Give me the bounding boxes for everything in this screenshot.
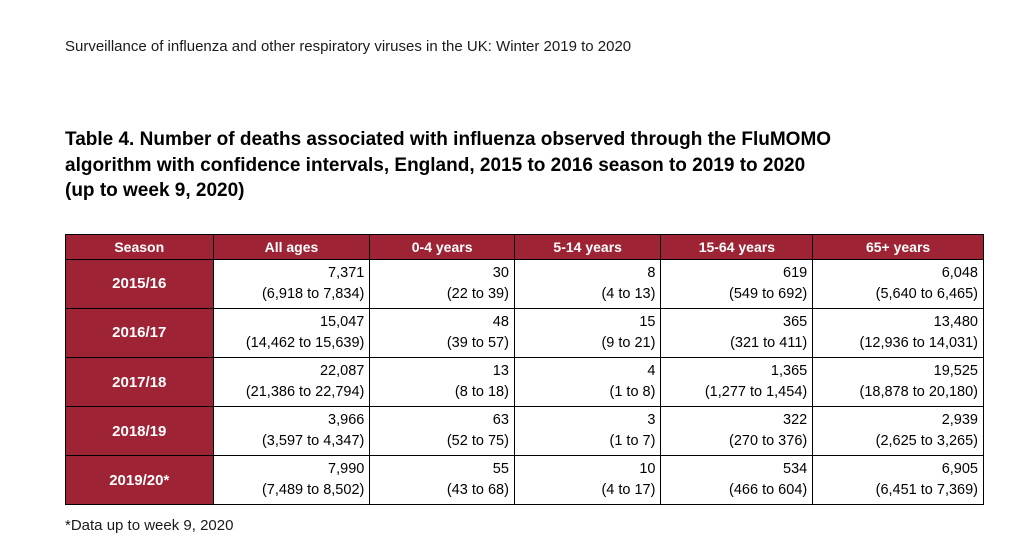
confidence-interval: (2,625 to 3,265) [875,433,978,450]
data-cell: 6,905 (6,451 to 7,369) [812,455,984,506]
confidence-interval: (4 to 17) [601,482,656,499]
death-count-value: 19,525 [933,362,978,379]
confidence-interval: (39 to 57) [446,334,509,351]
data-cell: 2,939 (2,625 to 3,265) [812,406,984,457]
confidence-interval: (21,386 to 22,794) [245,384,365,400]
confidence-interval: (549 to 692) [729,285,808,302]
data-cell: 7,371 (6,918 to 7,834) [212,258,371,309]
column-header-0-4-years: 0-4 years [369,233,515,260]
death-count-value: 3 [647,412,656,429]
data-cell: 4 (1 to 8) [513,356,662,408]
table-row: 2018/19 3,966 (3,597 to 4,347) 63 (52 to 75)… [65,406,984,457]
season-label: 2019/20* [65,455,214,506]
confidence-interval: (1 to 8) [609,384,656,400]
data-cell: 534 (466 to 604) [660,455,814,506]
column-header-all-ages: All ages [212,233,371,260]
confidence-interval: (12,936 to 14,031) [859,334,978,351]
table-header-row: Season All ages 0-4 years 5-14 years 15-64 y… [65,233,984,260]
confidence-interval: (9 to 21) [601,334,656,351]
death-count-value: 8 [647,264,656,281]
data-cell: 30 (22 to 39) [369,258,515,309]
death-count-value: 534 [783,461,808,478]
confidence-interval: (466 to 604) [729,482,808,499]
confidence-interval: (270 to 376) [729,433,808,450]
data-cell: 3 (1 to 7) [513,406,662,457]
data-cell: 13,480 (12,936 to 14,031) [812,307,984,358]
table-row: 2015/16 7,371 (6,918 to 7,834) 30 (22 to 39)… [65,258,984,309]
confidence-interval: (6,451 to 7,369) [875,482,978,499]
confidence-interval: (8 to 18) [454,384,509,400]
table-row: 2016/17 15,047 (14,462 to 15,639) 48 (39 to … [65,307,984,358]
death-count-value: 48 [492,313,509,330]
death-count-value: 10 [639,461,656,478]
confidence-interval: (6,918 to 7,834) [261,285,365,302]
confidence-interval: (1 to 7) [609,433,656,450]
column-header-5-14-years: 5-14 years [513,233,662,260]
death-count-value: 30 [492,264,509,281]
season-label: 2016/17 [65,307,214,358]
data-cell: 1,365 (1,277 to 1,454) [660,356,814,408]
data-cell: 322 (270 to 376) [660,406,814,457]
confidence-interval: (1,277 to 1,454) [704,384,808,400]
data-cell: 7,990 (7,489 to 8,502) [212,455,371,506]
data-cell: 19,525 (18,878 to 20,180) [812,356,984,408]
table-footnote: *Data up to week 9, 2020 [65,517,234,535]
death-count-value: 15,047 [319,313,365,330]
death-count-value: 619 [783,264,808,281]
death-count-value: 365 [783,313,808,330]
confidence-interval: (22 to 39) [446,285,509,302]
confidence-interval: (14,462 to 15,639) [245,334,365,351]
confidence-interval: (3,597 to 4,347) [261,433,365,450]
table-title: Table 4. Number of deaths associated wit… [65,129,832,202]
data-cell: 63 (52 to 75) [369,406,515,457]
death-count-value: 3,966 [328,412,365,429]
data-cell: 22,087 (21,386 to 22,794) [212,356,371,408]
confidence-interval: (7,489 to 8,502) [261,482,365,499]
confidence-interval: (321 to 411) [730,334,808,351]
death-count-value: 63 [492,412,509,429]
season-label: 2017/18 [65,356,214,408]
column-header-15-64-years: 15-64 years [660,233,814,260]
death-count-value: 2,939 [941,412,978,429]
confidence-interval: (4 to 13) [601,285,656,302]
data-cell: 365 (321 to 411) [660,307,814,358]
death-count-value: 13 [492,362,509,379]
death-count-value: 6,905 [941,461,978,478]
column-header-season: Season [65,233,214,260]
death-count-value: 55 [492,461,509,478]
death-count-value: 7,371 [328,264,365,281]
data-cell: 48 (39 to 57) [369,307,515,358]
death-count-value: 22,087 [319,362,365,379]
data-cell: 15 (9 to 21) [513,307,662,358]
data-cell: 619 (549 to 692) [660,258,814,309]
confidence-interval: (18,878 to 20,180) [859,384,978,400]
death-count-value: 15 [639,313,656,330]
data-cell: 3,966 (3,597 to 4,347) [212,406,371,457]
death-count-value: 322 [783,412,808,429]
data-cell: 6,048 (5,640 to 6,465) [812,258,984,309]
death-count-value: 6,048 [941,264,978,281]
table-row: 2019/20* 7,990 (7,489 to 8,502) 55 (43 to 68… [65,455,984,506]
death-count-value: 4 [647,362,656,379]
deaths-table: Season All ages 0-4 years 5-14 years 15-64 y… [65,233,984,506]
column-header-65+-years: 65+ years [812,233,984,260]
document-page: Surveillance of influenza and other resp… [65,38,984,535]
data-cell: 15,047 (14,462 to 15,639) [212,307,371,358]
table-row: 2017/18 22,087 (21,386 to 22,794) 13 (8 to 1… [65,356,984,408]
death-count-value: 1,365 [770,362,808,379]
season-label: 2018/19 [65,406,214,457]
season-label: 2015/16 [65,258,214,309]
data-cell: 55 (43 to 68) [369,455,515,506]
data-cell: 8 (4 to 13) [513,258,662,309]
data-cell: 10 (4 to 17) [513,455,662,506]
death-count-value: 7,990 [328,461,365,478]
confidence-interval: (43 to 68) [446,482,509,499]
death-count-value: 13,480 [933,313,978,330]
document-header-text: Surveillance of influenza and other resp… [65,38,632,55]
data-cell: 13 (8 to 18) [369,356,515,408]
confidence-interval: (5,640 to 6,465) [875,285,978,302]
table-body: 2015/16 7,371 (6,918 to 7,834) 30 (22 to 39)… [65,258,984,506]
confidence-interval: (52 to 75) [446,433,509,450]
